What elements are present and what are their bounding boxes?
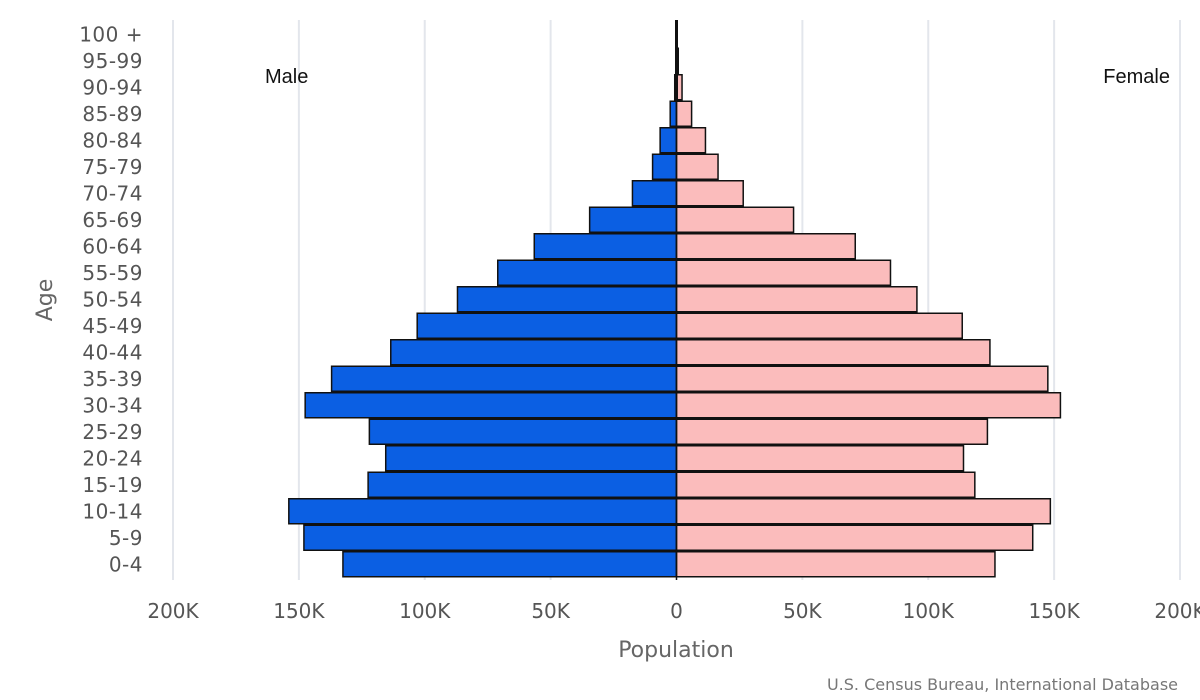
male-bar: [390, 339, 678, 366]
female-bar: [675, 498, 1052, 525]
male-bar: [367, 471, 678, 498]
female-bar: [675, 127, 707, 154]
x-tick-label: 200K: [147, 599, 199, 623]
female-bar: [675, 100, 693, 127]
male-bar: [416, 312, 678, 339]
x-axis-title: Population: [618, 638, 734, 663]
age-group-label: 75-79: [82, 155, 143, 179]
x-tick-label: 200K: [1154, 599, 1200, 623]
female-label: Female: [1103, 66, 1170, 88]
age-group-label: 90-94: [82, 75, 143, 99]
female-bar: [675, 339, 991, 366]
female-bar: [675, 418, 989, 445]
bars: [288, 21, 1062, 578]
female-bar: [675, 180, 744, 207]
male-bar: [384, 445, 678, 472]
male-bar: [533, 233, 678, 260]
age-group-label: 5-9: [109, 526, 143, 550]
male-bar: [288, 498, 678, 525]
male-bar: [659, 127, 678, 154]
female-bar: [675, 233, 856, 260]
age-group-label: 60-64: [82, 234, 143, 258]
age-group-label: 50-54: [82, 287, 143, 311]
female-bar: [675, 259, 892, 286]
age-group-label: 15-19: [82, 473, 143, 497]
x-tick-label: 100K: [399, 599, 451, 623]
male-bar: [368, 418, 678, 445]
x-tick-label: 150K: [1028, 599, 1080, 623]
age-group-label: 0-4: [109, 552, 143, 576]
female-bar: [675, 445, 965, 472]
female-bar: [675, 471, 976, 498]
x-tick-label: 50K: [531, 599, 570, 623]
x-tick-label: 50K: [783, 599, 822, 623]
male-bar: [669, 100, 678, 127]
age-group-label: 100 +: [79, 22, 143, 46]
female-bar: [675, 392, 1062, 419]
x-tick-label: 100K: [903, 599, 955, 623]
male-bar: [342, 551, 678, 578]
age-group-label: 70-74: [82, 181, 143, 205]
male-bar: [456, 286, 678, 313]
male-bar: [631, 180, 678, 207]
source-credit: U.S. Census Bureau, International Databa…: [827, 675, 1178, 694]
female-bar: [675, 312, 963, 339]
female-bar: [675, 286, 918, 313]
age-group-label: 80-84: [82, 128, 143, 152]
female-bar: [675, 153, 719, 180]
male-label: Male: [265, 66, 308, 88]
y-axis-title: Age: [33, 279, 58, 322]
age-group-label: 45-49: [82, 314, 143, 338]
age-group-label: 40-44: [82, 340, 143, 364]
age-group-label: 55-59: [82, 261, 143, 285]
age-group-label: 20-24: [82, 446, 143, 470]
age-group-label: 65-69: [82, 208, 143, 232]
female-bar: [675, 524, 1034, 551]
x-tick-label: 0: [670, 599, 683, 623]
male-bar: [651, 153, 678, 180]
male-bar: [303, 524, 678, 551]
male-bar: [588, 206, 678, 233]
male-bar: [330, 365, 678, 392]
male-bar: [497, 259, 678, 286]
age-group-label: 30-34: [82, 393, 143, 417]
x-axis-tick-labels: 200K 150K 100K 50K 0 50K 100K 150K 200K: [147, 599, 1200, 623]
male-bar: [304, 392, 678, 419]
female-bar: [675, 206, 795, 233]
female-bar: [675, 551, 996, 578]
age-group-label: 95-99: [82, 49, 143, 73]
age-group-label: 35-39: [82, 367, 143, 391]
age-group-label: 25-29: [82, 420, 143, 444]
age-group-label: 85-89: [82, 102, 143, 126]
x-tick-label: 150K: [273, 599, 325, 623]
female-bar: [675, 365, 1049, 392]
age-group-label: 10-14: [82, 499, 143, 523]
